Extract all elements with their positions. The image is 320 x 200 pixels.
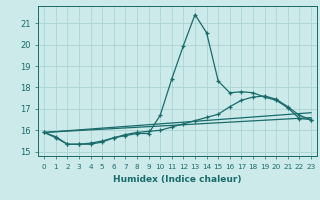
X-axis label: Humidex (Indice chaleur): Humidex (Indice chaleur) xyxy=(113,175,242,184)
